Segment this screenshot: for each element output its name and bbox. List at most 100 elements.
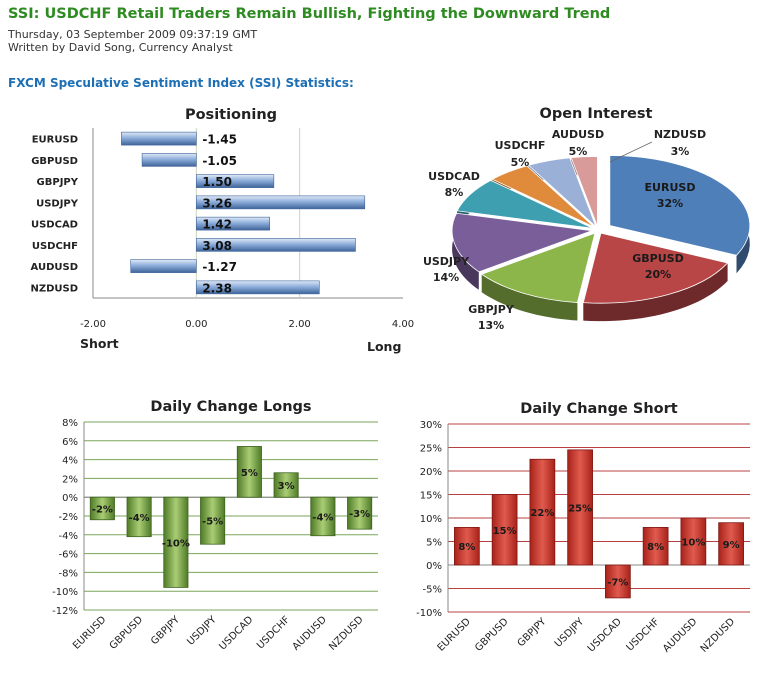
positioning-bar [196, 238, 356, 252]
longs-category-label: USDCAD [217, 614, 255, 652]
pie-slice [527, 157, 597, 227]
positioning-x-tick: 2.00 [289, 319, 311, 330]
shorts-title: Daily Change Short [520, 401, 677, 417]
longs-value-label: -5% [202, 517, 223, 528]
longs-value-label: -2% [92, 504, 113, 515]
pie-value-label: 5% [569, 145, 588, 158]
article-title: SSI: USDCHF Retail Traders Remain Bullis… [8, 6, 611, 22]
shorts-value-label: 8% [647, 542, 664, 553]
shorts-y-tick: 10% [420, 514, 442, 525]
positioning-title: Positioning [185, 107, 277, 123]
shorts-bar [605, 564, 631, 599]
article-date: Thursday, 03 September 2009 09:37:19 GMT [8, 28, 258, 41]
shorts-category-label: USDCAD [586, 616, 624, 654]
shorts-y-tick: 20% [420, 467, 442, 478]
longs-y-tick: -8% [59, 568, 78, 579]
positioning-value-label: 2.38 [202, 281, 232, 295]
pie-value-label: 32% [657, 197, 683, 210]
pie-value-label: 5% [511, 156, 530, 169]
pie-value-label: 3% [671, 145, 690, 158]
shorts-bar [642, 527, 669, 566]
pie-slice-side [583, 263, 728, 322]
longs-y-tick: -10% [52, 587, 78, 598]
longs-category-label: GBPJPY [149, 614, 183, 648]
longs-y-tick: -2% [59, 512, 78, 523]
shorts-y-tick: 15% [420, 491, 442, 502]
positioning-value-label: -1.05 [202, 154, 237, 168]
pie-category-label: USDJPY [423, 255, 470, 268]
longs-y-tick: 0% [62, 493, 78, 504]
pie-slice [456, 179, 593, 229]
longs-category-label: NZDUSD [327, 614, 366, 653]
positioning-category-label: USDCAD [31, 220, 78, 231]
shorts-bar [718, 522, 744, 566]
pie-category-label: USDCAD [428, 170, 480, 183]
longs-bar [126, 496, 152, 538]
positioning-value-label: 3.26 [202, 196, 232, 210]
pie-category-label: EURUSD [645, 181, 696, 194]
pie-category-label: USDCHF [495, 139, 546, 152]
longs-bar [347, 496, 373, 530]
pie-leader-line [609, 141, 653, 163]
shorts-category-label: GBPUSD [473, 616, 511, 654]
shorts-category-label: AUDUSD [661, 616, 700, 655]
pie-category-label: GBPJPY [468, 303, 515, 316]
shorts-value-label: 15% [493, 526, 517, 537]
positioning-value-label: 1.50 [202, 175, 232, 189]
longs-bar [200, 496, 226, 545]
pie-category-label: GBPUSD [632, 252, 683, 265]
longs-value-label: -10% [162, 538, 190, 549]
longs-bar [163, 496, 189, 588]
shorts-bar [491, 494, 518, 566]
longs-y-tick: 8% [62, 418, 78, 429]
positioning-bar [196, 216, 270, 231]
positioning-bar [121, 131, 197, 146]
longs-value-label: -4% [312, 512, 333, 523]
positioning-category-label: USDJPY [36, 198, 79, 209]
positioning-value-label: -1.27 [202, 260, 237, 274]
pie-value-label: 13% [478, 319, 504, 332]
positioning-category-label: EURUSD [32, 135, 78, 146]
longs-y-tick: 2% [62, 474, 78, 485]
pie-slice [451, 212, 593, 273]
longs-value-label: 5% [241, 468, 258, 479]
shorts-value-label: 25% [568, 503, 592, 514]
longs-category-label: USDJPY [185, 614, 219, 648]
positioning-category-label: GBPJPY [37, 177, 79, 188]
longs-y-tick: 6% [62, 437, 78, 448]
longs-bar [236, 446, 262, 498]
shorts-value-label: 9% [723, 540, 740, 551]
shorts-category-label: GBPJPY [516, 616, 550, 650]
shorts-bar [680, 517, 707, 566]
shorts-y-tick: -10% [416, 608, 442, 619]
positioning-bar [196, 280, 320, 295]
shorts-bar [454, 527, 480, 566]
positioning-bar [196, 195, 366, 210]
longs-bar [273, 472, 299, 498]
pie-value-label: 20% [645, 268, 671, 281]
longs-value-label: -4% [129, 513, 150, 524]
shorts-bar [529, 458, 556, 566]
shorts-category-label: USDCHF [625, 616, 662, 653]
longs-y-tick: -12% [52, 606, 78, 617]
positioning-x-tick: -2.00 [80, 319, 106, 330]
positioning-value-label: -1.45 [202, 133, 237, 147]
shorts-value-label: -7% [607, 577, 628, 588]
longs-y-tick: -6% [59, 550, 78, 561]
positioning-long-label: Long [367, 339, 401, 354]
longs-category-label: GBPUSD [108, 614, 146, 652]
shorts-value-label: 8% [458, 542, 475, 553]
longs-y-tick: -4% [59, 531, 78, 542]
pie-slice [480, 232, 596, 303]
pie-value-label: 14% [433, 271, 459, 284]
longs-bar [310, 496, 336, 537]
longs-category-label: AUDUSD [291, 614, 330, 653]
longs-bar [89, 496, 115, 521]
positioning-category-label: USDCHF [32, 241, 78, 252]
pie-slice [609, 155, 751, 256]
pie-slice-side [481, 274, 578, 321]
positioning-x-tick: 4.00 [392, 319, 414, 330]
positioning-value-label: 1.42 [202, 218, 232, 232]
longs-value-label: 3% [278, 481, 295, 492]
